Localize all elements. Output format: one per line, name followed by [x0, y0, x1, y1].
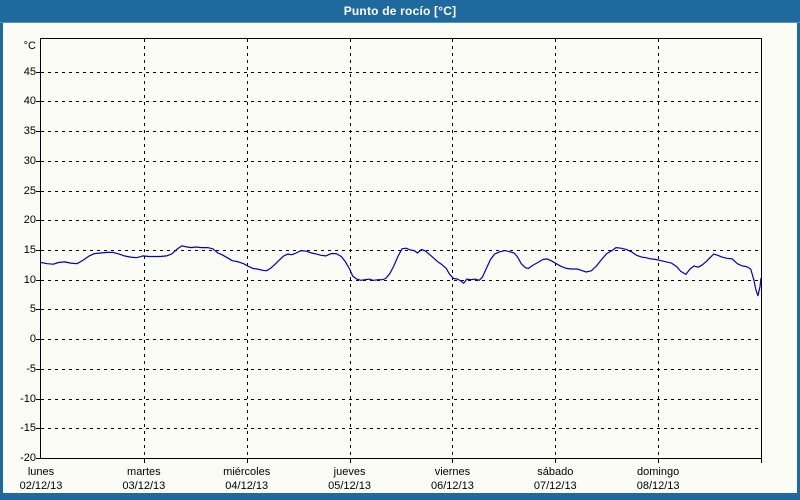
chart-title: Punto de rocío [°C] — [343, 4, 457, 18]
dewpoint-series-line — [41, 245, 761, 297]
dewpoint-line-chart — [41, 39, 761, 458]
chart-title-bar: Punto de rocío [°C] — [0, 0, 800, 23]
plot-area — [40, 38, 762, 459]
